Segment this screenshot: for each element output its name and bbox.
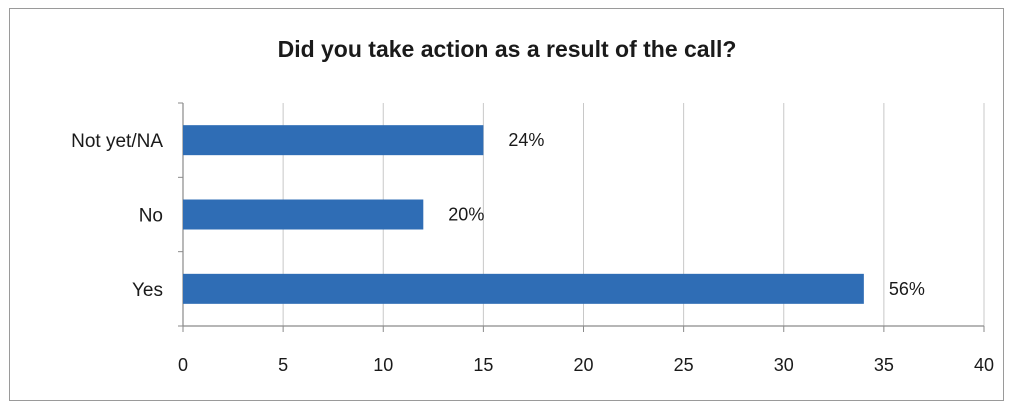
bar-no	[183, 199, 424, 230]
x-tick-label: 30	[774, 355, 794, 375]
x-tick-label: 5	[278, 355, 288, 375]
x-tick-label: 0	[178, 355, 188, 375]
labels: 0 5 10 15 20 25 30 35 40 Not yet/NA 24% No 20% Yes 56%	[71, 130, 994, 375]
x-tick-label: 25	[674, 355, 694, 375]
x-tick-label: 20	[573, 355, 593, 375]
category-label: Yes	[132, 280, 163, 301]
x-tick-label: 10	[373, 355, 393, 375]
chart-frame	[9, 8, 1004, 401]
chart-title: Did you take action as a result of the c…	[277, 36, 737, 62]
bar-not-yet-na	[183, 125, 484, 156]
x-tick-label: 35	[874, 355, 894, 375]
data-label: 20%	[448, 205, 484, 225]
x-tick-label: 15	[473, 355, 493, 375]
category-label: Not yet/NA	[71, 131, 163, 152]
data-label: 24%	[508, 130, 544, 150]
category-label: No	[139, 206, 163, 227]
bar-yes	[183, 273, 864, 304]
bars	[183, 125, 864, 304]
data-label: 56%	[889, 279, 925, 299]
x-tick-label: 40	[974, 355, 994, 375]
